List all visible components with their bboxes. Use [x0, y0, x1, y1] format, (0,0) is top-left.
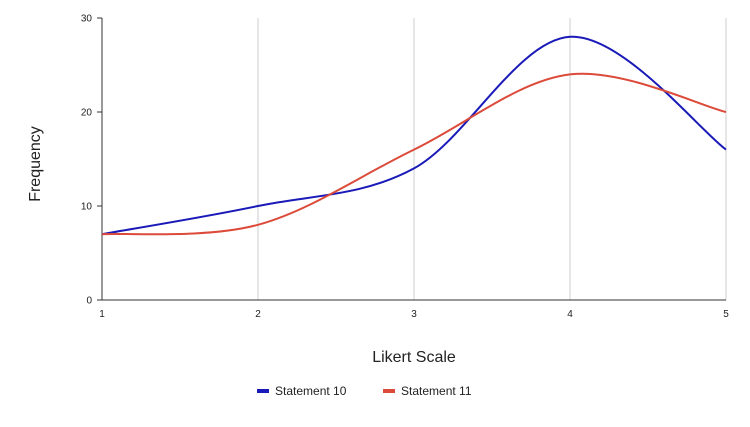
legend-label: Statement 10	[275, 384, 347, 398]
legend-swatch	[383, 389, 395, 393]
x-tick-label: 2	[255, 309, 261, 320]
x-axis-title: Likert Scale	[372, 349, 456, 366]
y-tick-label: 20	[81, 108, 93, 119]
gridlines	[257, 18, 727, 300]
series-line	[101, 72, 727, 236]
series-lines	[101, 35, 727, 236]
legend-swatch	[257, 389, 269, 393]
y-tick-label: 0	[86, 296, 92, 307]
legend-label: Statement 11	[401, 384, 472, 398]
axes	[97, 17, 726, 301]
y-axis-title: Frequency	[27, 126, 44, 202]
series-line	[101, 35, 727, 236]
y-tick-label: 10	[81, 202, 93, 213]
x-tick-label: 3	[411, 309, 417, 320]
tick-labels: 0 10 20 30 1 2 3 4 5	[81, 14, 729, 321]
legend: Statement 10 Statement 11	[257, 384, 472, 398]
x-tick-label: 5	[723, 309, 729, 320]
x-tick-label: 1	[99, 309, 105, 320]
y-tick-label: 30	[81, 14, 93, 25]
x-tick-label: 4	[567, 309, 573, 320]
